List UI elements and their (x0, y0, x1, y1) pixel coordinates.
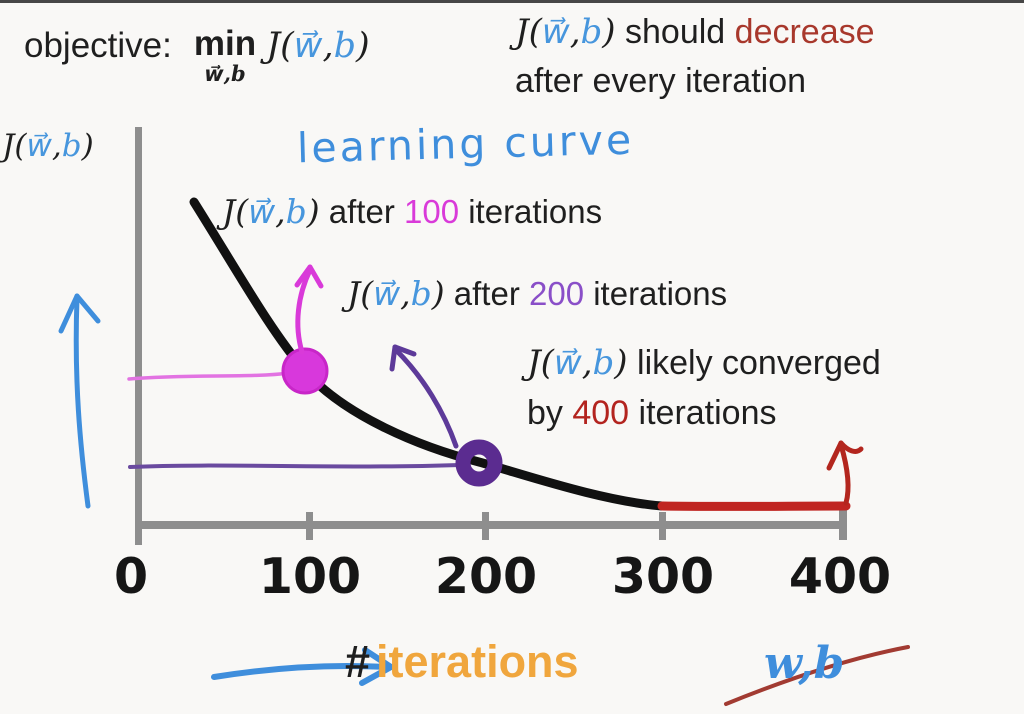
magenta-guide-line-100 (127, 371, 292, 381)
blue-y-direction-arrow (58, 293, 101, 509)
purple-guide-line-200 (128, 463, 462, 469)
y-axis-label: J(w⃗,b) (2, 128, 94, 164)
annotation-200-iterations: J(w⃗,b) after 200 iterations (347, 274, 728, 313)
min-subscript: w⃗,b (204, 61, 246, 86)
x-tick-label-400: 400 (788, 548, 892, 605)
marker-ring-200-iterations (455, 439, 503, 487)
chart-title: learning curve (296, 115, 635, 173)
converged-line1: J(w⃗,b) likely converged (527, 343, 881, 383)
x-tick-label-100: 100 (258, 548, 362, 605)
blue-x-direction-arrow (211, 647, 394, 686)
cost-curve (189, 197, 667, 511)
objective-label: objective: (24, 26, 172, 65)
tick-300 (659, 512, 666, 540)
tick-100 (306, 512, 313, 540)
cost-function-notation: J(w⃗,b) (527, 343, 628, 383)
count-100: 100 (403, 193, 460, 230)
annotation-100-iterations: J(w⃗,b) after 100 iterations (222, 192, 603, 231)
should-decrease-line1: J(w⃗,b) should decrease (515, 12, 875, 52)
purple-arrow (389, 344, 459, 449)
top-edge-strip (0, 0, 1024, 3)
hash-symbol: # (345, 636, 371, 687)
magenta-arrow (294, 264, 324, 355)
tick-400-endcap (839, 508, 847, 540)
converged-line2: by 400 iterations (527, 394, 777, 432)
count-200: 200 (528, 275, 585, 312)
y-axis-line (135, 127, 142, 545)
red-up-arrow (826, 440, 864, 506)
x-tick-label-200: 200 (434, 548, 538, 605)
should-decrease-note: J(w⃗,b) should decrease after every iter… (515, 8, 1020, 106)
cost-function-notation: J(w⃗,b) (222, 192, 320, 231)
x-axis-ticks (306, 508, 847, 540)
cost-function-notation: J(w⃗,b) (515, 12, 616, 52)
annotation-400-converged: J(w⃗,b) likely converged by 400 iteratio… (527, 338, 1024, 438)
x-axis-label: # iterations (345, 636, 579, 688)
marker-dot-100-iterations (281, 347, 329, 395)
x-tick-label-300: 300 (611, 548, 715, 605)
should-decrease-line2: after every iteration (515, 62, 807, 100)
x-axis-line (135, 521, 847, 529)
x-tick-label-0: 0 (113, 548, 149, 605)
objective-line: objective: min w⃗,b J(w⃗,b) (24, 26, 370, 84)
decrease-highlight: decrease (734, 13, 875, 51)
count-400: 400 (572, 394, 630, 432)
tick-200 (482, 512, 489, 540)
min-operator: min w⃗,b (194, 26, 256, 84)
red-strikethrough-line (724, 645, 910, 706)
iterations-word: iterations (376, 636, 579, 687)
min-text: min (193, 24, 257, 63)
crossed-out-wb: w,b (764, 638, 845, 689)
cost-function-notation: J(w⃗,b) (266, 26, 370, 66)
cost-function-notation: J(w⃗,b) (347, 274, 445, 313)
